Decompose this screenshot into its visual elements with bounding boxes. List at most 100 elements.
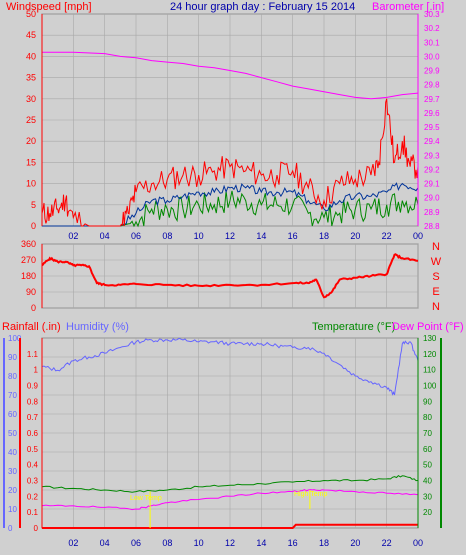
wind-xtick-label: 04 [100, 231, 110, 241]
rainfall-label: Rainfall (.in) [2, 321, 61, 333]
rain-ytick-label: 1 [34, 366, 39, 375]
wind-ytick-label: 10 [26, 179, 36, 189]
humidity-ytick-label: 90 [8, 353, 17, 362]
wind-xtick-label: 08 [162, 231, 172, 241]
bottom-xtick-label: 18 [319, 538, 329, 548]
rain-ytick-label: 0.1 [27, 508, 39, 517]
bottom-xtick-label: 08 [162, 538, 172, 548]
humidity-line [41, 337, 419, 396]
baro-ytick-label: 29.0 [424, 194, 440, 203]
rain-ytick-label: 0.4 [27, 461, 39, 470]
temp-ytick-label: 50 [423, 461, 432, 470]
direction-ytick-label: 360 [21, 239, 36, 249]
wind-xtick-label: 00 [413, 231, 423, 241]
wind-average-line [42, 182, 419, 227]
wind-ytick-label: 45 [26, 30, 36, 40]
bottom-xtick-label: 10 [194, 538, 204, 548]
rain-ytick-label: 0.7 [27, 413, 39, 422]
compass-label-s: S [432, 271, 439, 283]
humidity-ytick-label: 60 [8, 410, 17, 419]
baro-ytick-label: 29.1 [424, 180, 440, 189]
wind-xtick-label: 18 [319, 231, 329, 241]
baro-ytick-label: 28.9 [424, 208, 440, 217]
direction-series [41, 253, 419, 299]
temp-ytick-label: 60 [423, 445, 432, 454]
humidity-label: Humidity (%) [66, 321, 129, 333]
humidity-ytick-label: 50 [8, 429, 17, 438]
baro-ytick-label: 29.2 [424, 165, 440, 174]
low-temp-annotation: Low Temp [130, 495, 162, 502]
bottom-xtick-label: 12 [225, 538, 235, 548]
direction-ytick-label: 0 [31, 303, 36, 313]
humidity-yaxis: 0 10 20 30 40 50 60 70 80 90 100 [8, 334, 22, 533]
high-temp-annotation: High Temp [294, 491, 327, 498]
dewpoint-label: Dew Point (°F) [392, 321, 464, 333]
wind-xtick-label: 02 [68, 231, 78, 241]
baro-ytick-label: 28.8 [424, 222, 440, 231]
wind-direction-line [41, 253, 419, 299]
wind-xtick-label: 22 [382, 231, 392, 241]
temp-ytick-label: 100 [423, 382, 437, 391]
wind-xtick-label: 06 [131, 231, 141, 241]
rainfall-line [42, 523, 418, 529]
bottom-xtick-label: 22 [382, 538, 392, 548]
baro-ytick-label: 29.6 [424, 109, 440, 118]
rain-ytick-label: 1.1 [27, 350, 39, 359]
wind-gust-line [41, 98, 419, 227]
rain-ytick-label: 0 [34, 524, 39, 533]
wind-xtick-label: 16 [288, 231, 298, 241]
baro-ytick-label: 30.1 [424, 38, 440, 47]
wind-ytick-label: 30 [26, 94, 36, 104]
temp-ytick-label: 120 [423, 350, 437, 359]
baro-ytick-label: 30.3 [424, 10, 440, 19]
temp-axis-bar [440, 338, 442, 528]
baro-ytick-label: 29.7 [424, 95, 440, 104]
chart-title: 24 hour graph day : February 15 2014 [170, 1, 355, 13]
rain-ytick-label: 0.8 [27, 397, 39, 406]
humidity-ytick-label: 100 [8, 334, 22, 343]
temp-ytick-label: 130 [423, 334, 437, 343]
direction-ytick-label: 90 [26, 287, 36, 297]
baro-ytick-label: 29.3 [424, 151, 440, 160]
rain-ytick-label: 0.6 [27, 429, 39, 438]
temp-ytick-label: 110 [423, 366, 436, 375]
bottom-xtick-label: 02 [68, 538, 78, 548]
barometer-label: Barometer [.in] [372, 1, 444, 13]
rain-axis-bar [19, 338, 21, 528]
humidity-ytick-label: 20 [8, 486, 17, 495]
dewpoint-line [41, 489, 419, 511]
baro-ytick-label: 29.5 [424, 123, 440, 132]
humidity-axis-bar [3, 338, 5, 528]
humidity-ytick-label: 0 [8, 524, 13, 533]
baro-yaxis-right: 28.8 28.9 29.0 29.1 29.2 29.3 29.4 29.5 29.6 29.7… [417, 10, 440, 231]
rain-ytick-label: 0.9 [27, 382, 39, 391]
baro-ytick-label: 29.4 [424, 137, 440, 146]
humidity-ytick-label: 70 [8, 391, 17, 400]
baro-ytick-label: 30.2 [424, 24, 440, 33]
barometer-line [42, 51, 419, 100]
baro-ytick-label: 30.0 [424, 52, 440, 61]
wind-xtick-label: 20 [350, 231, 360, 241]
compass-label-n: N [432, 301, 440, 313]
wind-series [41, 51, 419, 228]
bottom-xaxis: 02 04 06 08 10 12 14 16 18 20 22 00 [68, 538, 423, 548]
baro-ytick-label: 29.8 [424, 81, 440, 90]
direction-yaxis: 0 90 180 270 360 [21, 239, 43, 313]
wind-barometer-panel: 0 5 10 15 20 25 30 35 40 45 50 28.8 28.9 29.0 29.1 29.… [6, 1, 444, 241]
rain-yaxis: 0 0.1 0.2 0.3 0.4 0.5 0.6 0.7 0.8 0.9 1 1.1 [27, 338, 43, 533]
humidity-ytick-label: 40 [8, 448, 17, 457]
temp-yaxis: 20 30 40 50 60 70 80 90 100 110 120 130 [417, 334, 437, 528]
wind-ytick-label: 20 [26, 136, 36, 146]
temperature-label: Temperature (°F) [312, 321, 395, 333]
humidity-ytick-label: 10 [8, 505, 17, 514]
wind-ytick-label: 50 [26, 9, 36, 19]
compass-label-e: E [432, 286, 439, 298]
temp-ytick-label: 80 [423, 413, 432, 422]
windspeed-label: Windspeed [mph] [6, 1, 92, 13]
wind-ytick-label: 25 [26, 115, 36, 125]
wind-xtick-label: 14 [256, 231, 266, 241]
rain-ytick-label: 0.3 [27, 477, 39, 486]
